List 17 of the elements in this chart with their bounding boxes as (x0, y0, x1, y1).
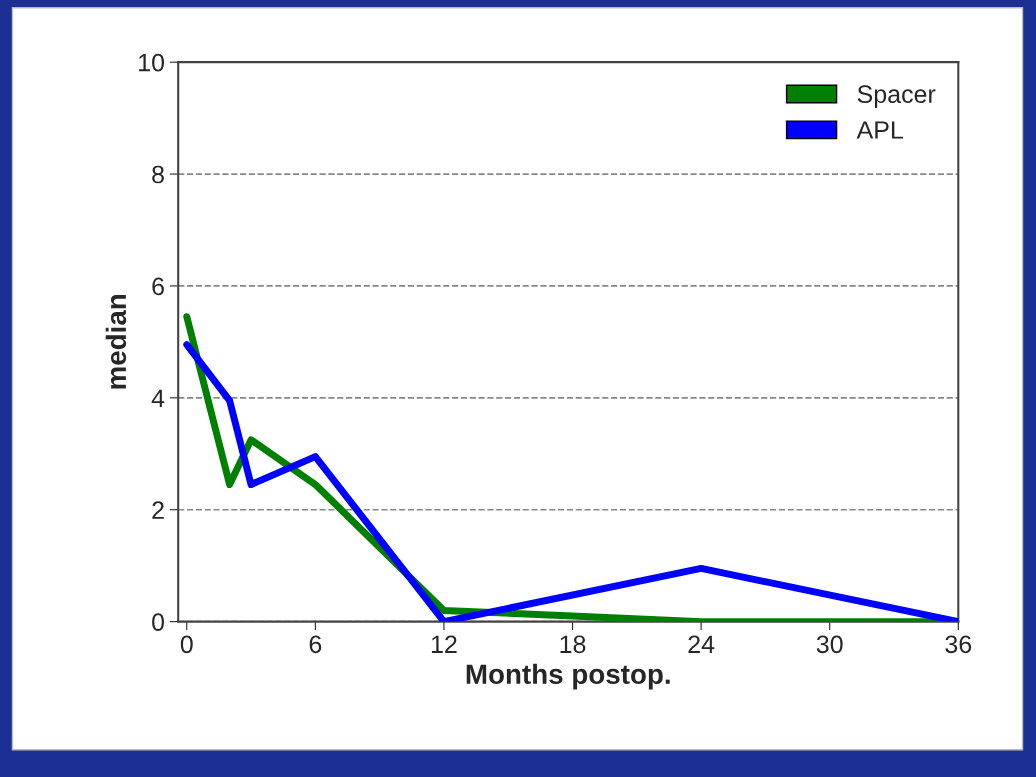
x-tick-label: 24 (688, 635, 715, 653)
y-tick-label: 10 (139, 53, 165, 72)
y-tick-label: 0 (152, 613, 165, 631)
y-tick-label: 2 (152, 501, 164, 519)
x-tick-label: 36 (945, 635, 972, 654)
y-tick-label: 6 (152, 277, 164, 296)
x-tick-label: 30 (816, 635, 843, 654)
y-tick-label: 4 (151, 389, 165, 407)
legend-label: APL (856, 121, 904, 139)
x-axis-title: Months postop. (466, 663, 670, 690)
x-tick-label: 18 (560, 635, 586, 654)
x-tick-label: 6 (309, 635, 322, 654)
y-axis-title: median (105, 294, 127, 389)
y-tick-label: 8 (152, 165, 164, 184)
x-tick-label: 0 (180, 635, 193, 654)
x-tick-label: 12 (431, 635, 457, 653)
legend-label: Spacer (857, 85, 936, 108)
